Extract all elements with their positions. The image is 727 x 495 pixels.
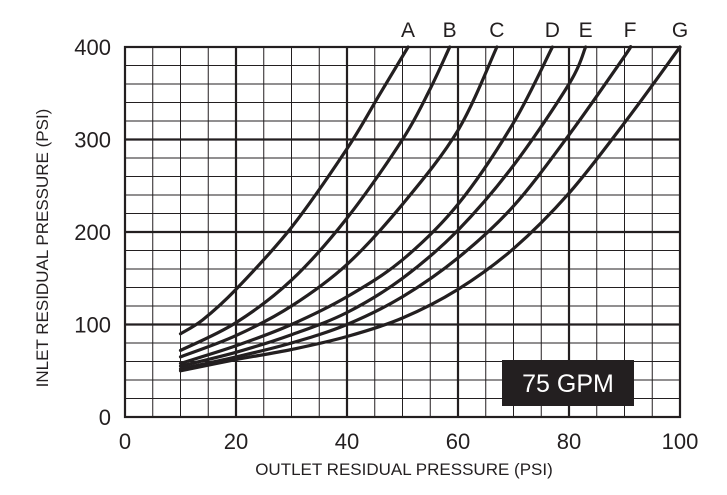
curve-d: [178, 45, 554, 365]
y-tick-label: 200: [74, 220, 111, 245]
x-axis-title: OUTLET RESIDUAL PRESSURE (PSI): [255, 460, 553, 479]
y-tick-label: 300: [74, 128, 111, 153]
curve-c: [178, 45, 499, 359]
x-tick-label: 80: [557, 429, 581, 454]
x-tick-label: 100: [662, 429, 699, 454]
gpm-badge-label: 75 GPM: [522, 370, 614, 398]
curve-b: [178, 45, 452, 352]
y-axis-title: INLET RESIDUAL PRESSURE (PSI): [33, 109, 52, 388]
x-tick-label: 0: [119, 429, 131, 454]
x-tick-label: 40: [335, 429, 359, 454]
curve-label-c: C: [489, 19, 504, 42]
curve-label-f: F: [624, 19, 637, 42]
gpm-badge: 75 GPM: [502, 360, 634, 406]
curve-label-g: G: [672, 19, 688, 42]
curve-f: [178, 45, 633, 371]
y-tick-label: 0: [99, 405, 111, 430]
curves: [178, 45, 682, 373]
y-tick-label: 400: [74, 35, 111, 60]
curve-label-a: A: [401, 19, 415, 42]
x-tick-label: 20: [224, 429, 248, 454]
curve-label-d: D: [545, 19, 560, 42]
plot-frame: [123, 45, 682, 419]
x-tick-labels: 0 20 40 60 80 100: [119, 429, 698, 454]
curve-a: [178, 45, 410, 336]
gpm-badge-box: [502, 360, 634, 406]
y-tick-label: 100: [74, 313, 111, 338]
x-tick-label: 60: [446, 429, 470, 454]
curve-label-b: B: [443, 19, 457, 42]
curve-label-e: E: [579, 19, 593, 42]
curve-e: [178, 45, 588, 368]
curve-g: [178, 45, 682, 373]
y-tick-labels: 0 100 200 300 400: [74, 35, 111, 430]
